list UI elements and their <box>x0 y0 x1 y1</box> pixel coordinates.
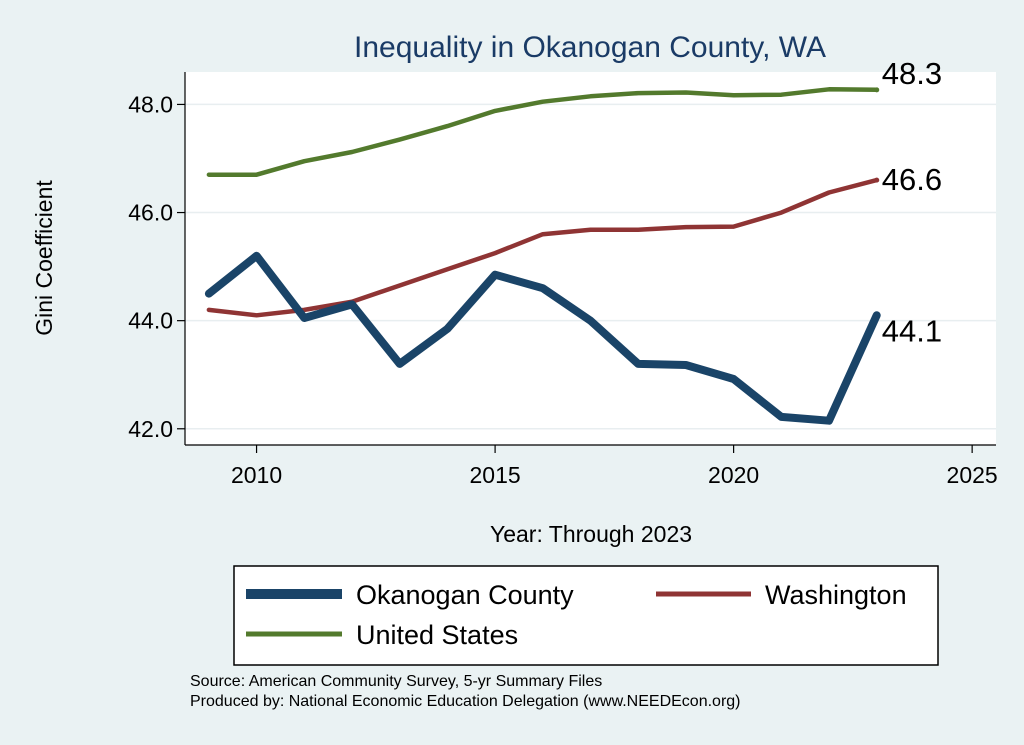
y-tick-label: 46.0 <box>128 200 173 226</box>
y-tick-label: 42.0 <box>128 416 173 442</box>
legend-box <box>233 565 939 666</box>
x-axis-ticks: 2010 2015 2020 2025 <box>231 445 998 488</box>
end-label-okanogan-county: 44.1 <box>882 313 942 348</box>
y-tick-label: 48.0 <box>128 91 173 117</box>
end-labels: 44.1 46.6 48.3 <box>882 56 942 348</box>
end-label-washington: 46.6 <box>882 162 942 197</box>
series-line-washington <box>206 177 879 318</box>
y-axis-ticks: 42.0 44.0 46.0 48.0 <box>128 91 185 442</box>
end-point-united-states <box>874 87 880 93</box>
x-axis-label: Year: Through 2023 <box>490 521 692 547</box>
gridlines <box>185 103 996 430</box>
end-label-united-states: 48.3 <box>882 56 942 91</box>
x-tick-label: 2020 <box>708 462 759 488</box>
plot-area <box>185 72 996 445</box>
legend-label-washington: Washington <box>765 580 907 610</box>
producer-note: Produced by: National Economic Education… <box>190 693 741 710</box>
x-tick-label: 2015 <box>470 462 521 488</box>
end-point-okanogan-county <box>874 312 880 318</box>
y-tick-label: 44.0 <box>128 308 173 334</box>
x-tick-label: 2025 <box>947 462 998 488</box>
legend-label-united-states: United States <box>356 620 518 650</box>
y-axis-label: Gini Coefficient <box>31 180 57 336</box>
end-point-washington <box>874 177 880 183</box>
source-note: Source: American Community Survey, 5-yr … <box>190 673 602 690</box>
legend: Okanogan County Washington United States <box>233 565 939 666</box>
chart-title: Inequality in Okanogan County, WA <box>354 31 826 64</box>
legend-label-okanogan-county: Okanogan County <box>356 580 574 610</box>
series-lines <box>204 87 881 425</box>
series-line-united-states <box>206 87 879 177</box>
x-tick-label: 2010 <box>231 462 282 488</box>
series-line-okanogan-county <box>204 251 881 425</box>
